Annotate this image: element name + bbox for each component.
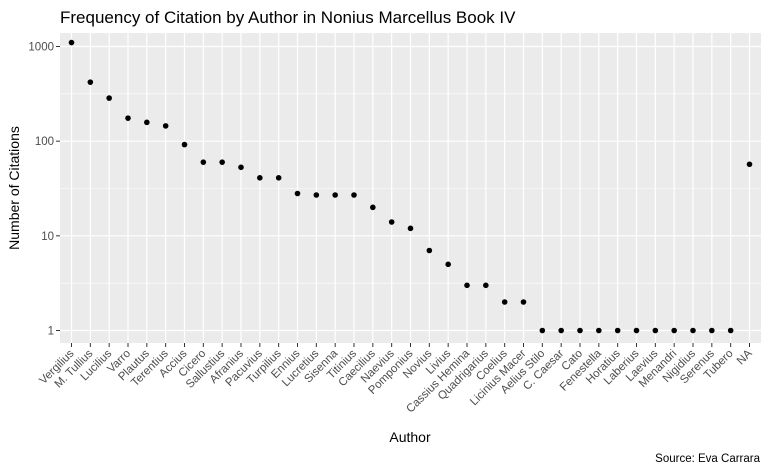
data-point (162, 123, 169, 129)
data-point (106, 95, 112, 101)
data-point (539, 327, 546, 334)
data-point (181, 141, 188, 148)
data-point (501, 299, 508, 305)
data-point (238, 164, 244, 171)
data-point (407, 225, 414, 232)
data-point (275, 175, 282, 181)
y-tick-label: 100 (35, 136, 54, 148)
data-point (351, 192, 357, 198)
data-point (294, 190, 301, 197)
y-tick-label: 1 (48, 326, 54, 338)
data-point (87, 79, 94, 85)
y-axis: 1 10 100 1000 (28, 42, 60, 338)
data-point (257, 175, 263, 181)
data-point (671, 327, 677, 334)
x-axis-title: Author (389, 429, 431, 445)
data-point (727, 327, 734, 334)
data-point (125, 115, 131, 121)
data-point (219, 159, 225, 165)
data-point (520, 299, 527, 305)
data-point (483, 282, 489, 289)
data-point (690, 327, 696, 334)
data-point (200, 159, 207, 165)
chart-title: Frequency of Citation by Author in Noniu… (60, 8, 516, 27)
data-point (313, 192, 320, 198)
data-point (596, 327, 602, 334)
data-points (68, 39, 753, 334)
data-point (577, 327, 583, 334)
y-tick-label: 10 (41, 231, 54, 243)
data-point (614, 327, 621, 334)
data-point (68, 39, 75, 46)
data-point (426, 247, 433, 254)
data-point (332, 192, 338, 198)
data-point (652, 327, 659, 334)
y-tick-label: 1000 (28, 42, 54, 54)
data-point (709, 327, 715, 334)
data-point (633, 327, 640, 334)
major-gridlines (60, 33, 761, 343)
data-point (388, 219, 395, 225)
data-point (445, 261, 451, 268)
source-caption: Source: Eva Carrara (655, 453, 760, 465)
data-point (370, 204, 376, 211)
y-axis-title: Number of Citations (6, 126, 22, 250)
data-point (464, 282, 470, 289)
data-point (558, 327, 564, 334)
data-point (144, 119, 150, 126)
x-tick-label: NA (735, 347, 755, 367)
data-point (746, 161, 753, 168)
